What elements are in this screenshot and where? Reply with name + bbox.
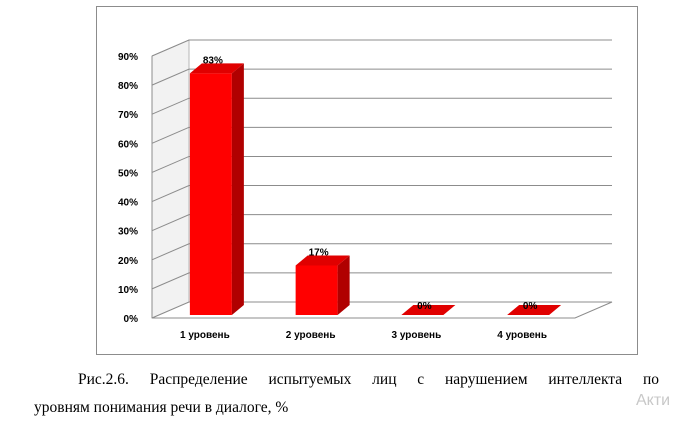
y-tick-label: 50% [118,168,138,179]
chart-floor [151,301,613,319]
gridline [151,155,612,173]
bar-top [189,63,244,74]
activation-watermark: Акти [636,392,671,409]
y-tick-label: 30% [118,227,138,238]
chart-frame: 0% 10% 20% 30% 40% 50% 60% 70% 80% 90% 83% 1 уровен… [96,6,638,355]
y-tick-label: 80% [118,81,138,92]
y-tick-label: 60% [118,139,138,150]
x-tick-label: 3 уровень [391,330,441,341]
data-label: 17% [309,248,329,259]
data-label: 0% [523,301,538,312]
bar-side [231,63,244,315]
x-tick-label: 4 уровень [497,330,547,341]
gridline [151,185,612,203]
bar-chart: 0% 10% 20% 30% 40% 50% 60% 70% 80% 90% 83% 1 уровен… [118,39,613,341]
bar-top [295,255,350,266]
data-label: 83% [203,55,223,66]
chart-back-wall [189,40,612,302]
y-tick-label: 70% [118,110,138,121]
figure-caption: Рис.2.6. Распределение испытуемых лиц с … [34,366,659,422]
bar-top [507,305,562,315]
y-tick-label: 10% [118,285,138,296]
bar-front [295,265,338,315]
gridline [151,97,612,115]
caption-line-2: уровням понимания речи в диалоге, % [34,399,289,416]
y-tick-label: 0% [124,314,139,325]
y-tick-label: 20% [118,256,138,267]
y-tick-label: 40% [118,198,138,209]
x-tick-label: 2 уровень [286,330,336,341]
gridline [151,39,612,57]
bar-front [189,73,232,315]
gridline [151,272,612,290]
caption-line-1: Рис.2.6. Распределение испытуемых лиц с … [78,371,659,388]
gridline [151,68,612,86]
gridline [151,243,612,261]
y-tick-label: 90% [118,52,138,63]
gridline [151,214,612,232]
data-label: 0% [417,301,432,312]
bar-top [401,305,456,315]
chart-side-wall [151,39,190,319]
x-tick-label: 1 уровень [180,330,230,341]
bar-side [337,255,350,315]
gridline [151,126,612,144]
